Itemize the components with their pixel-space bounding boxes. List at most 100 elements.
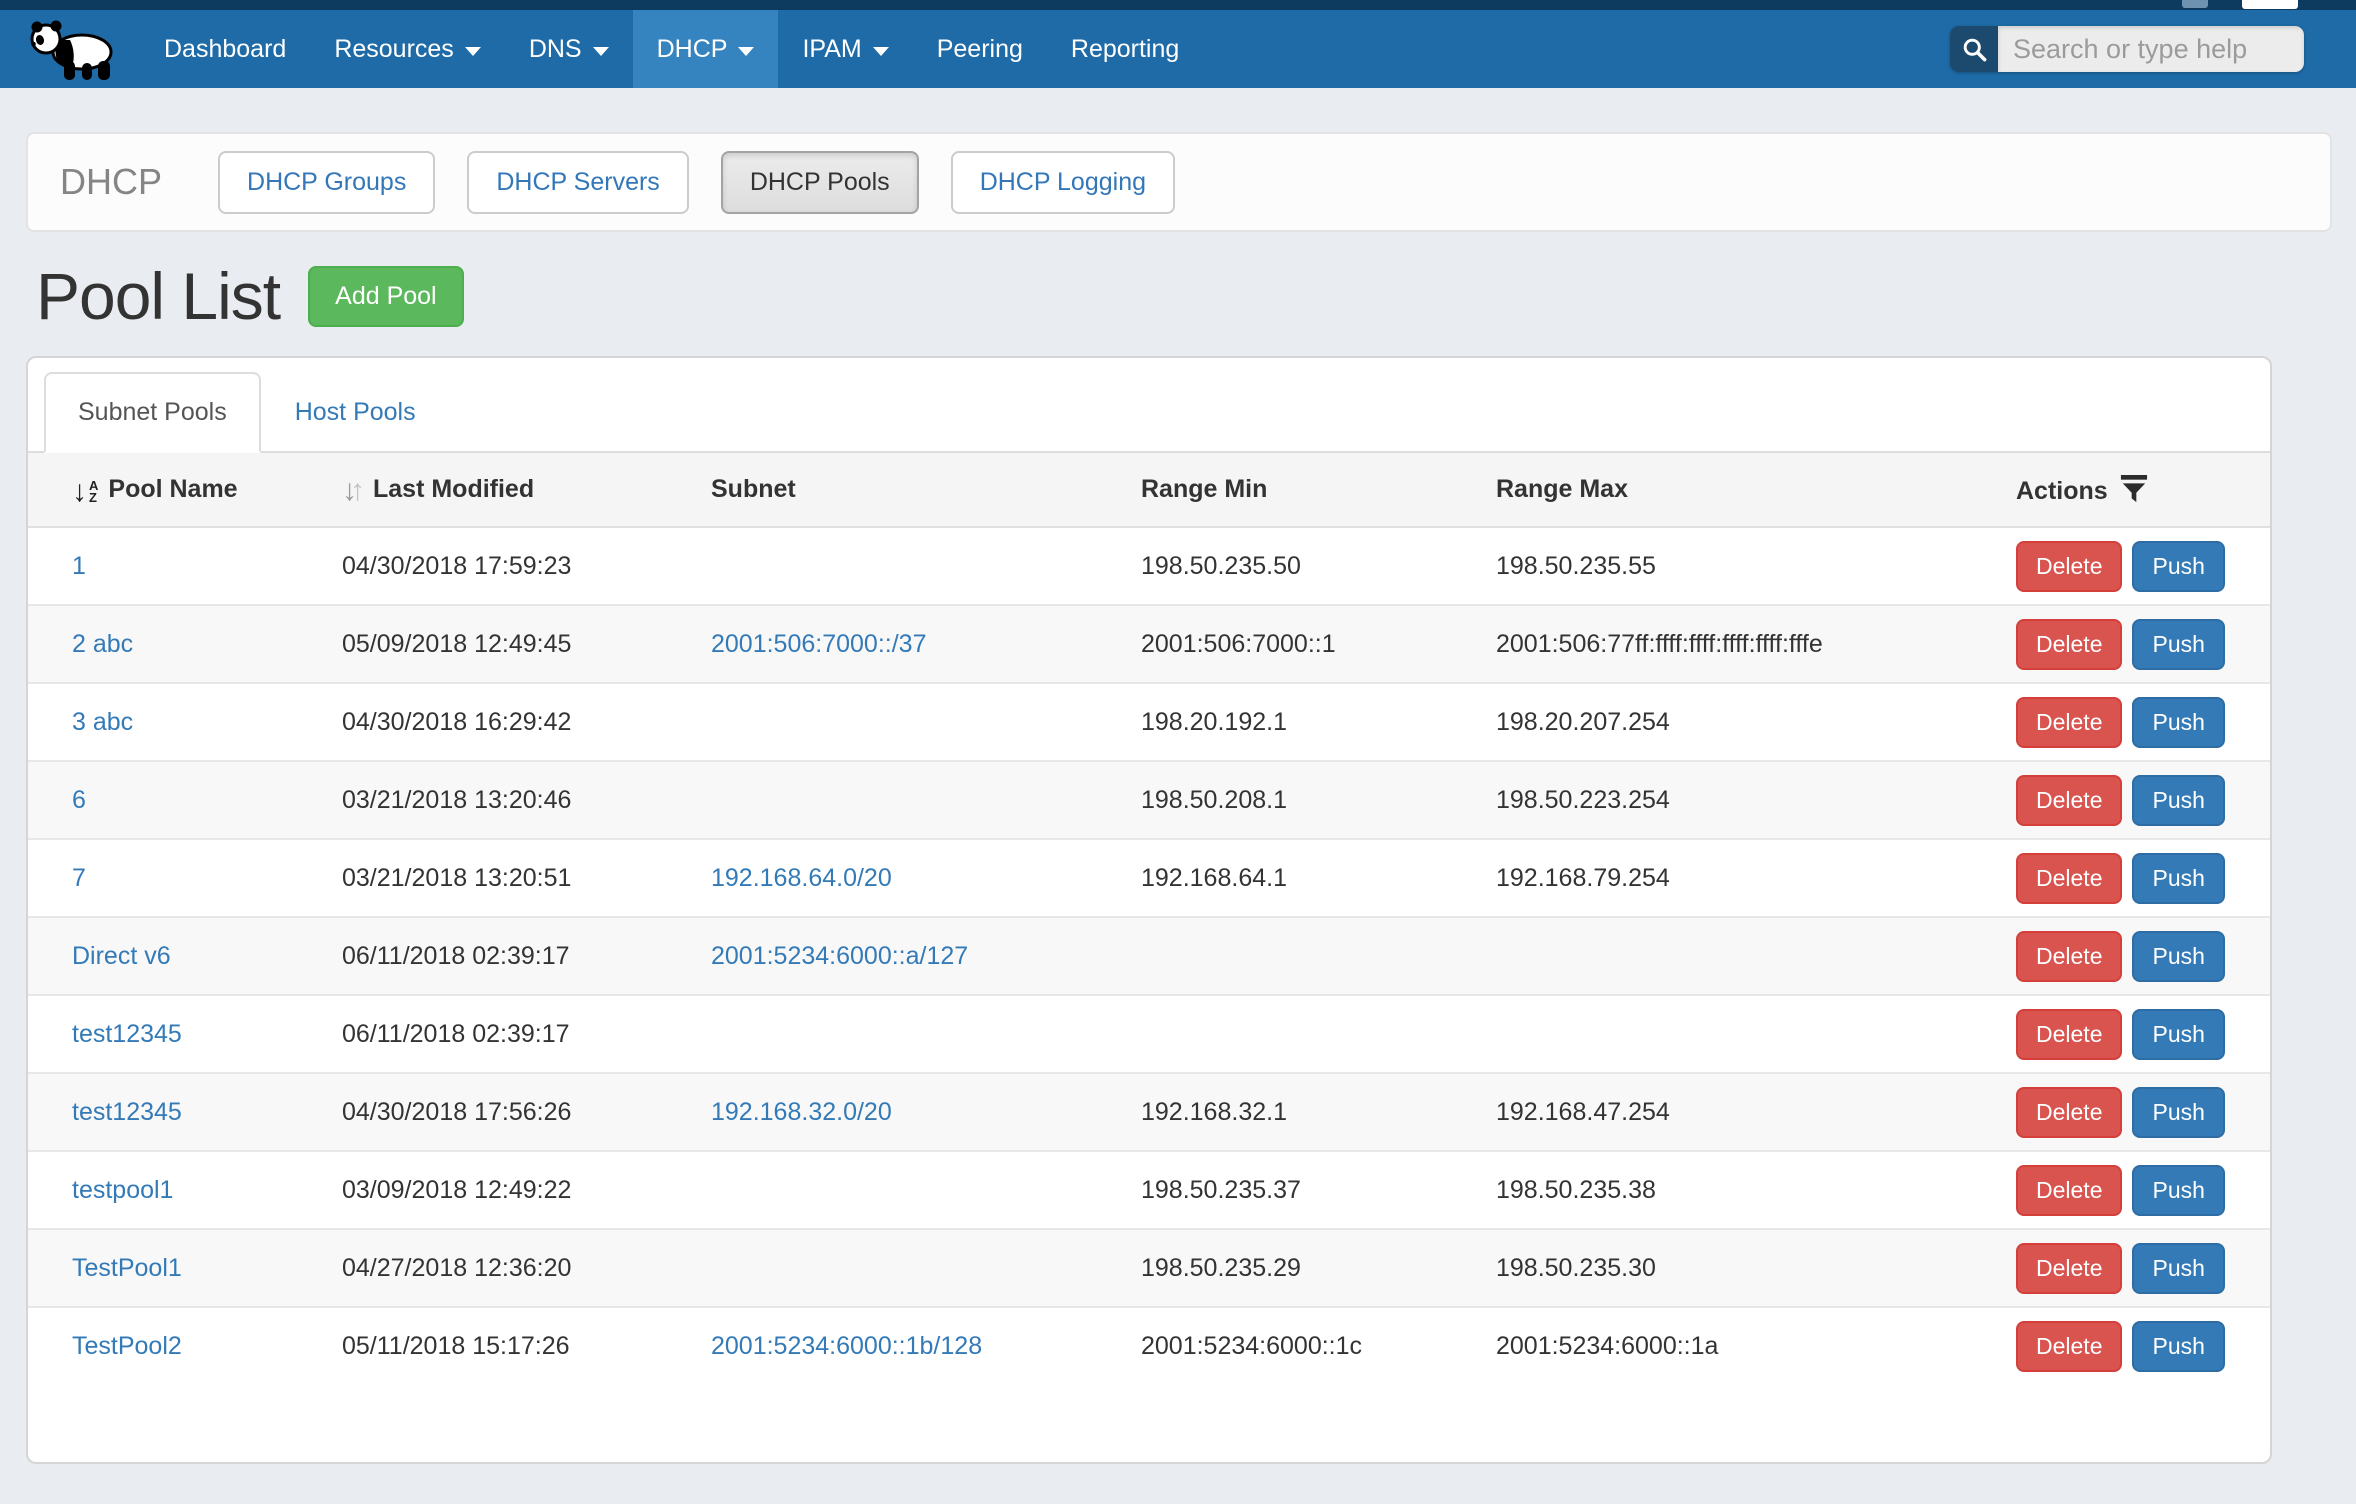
pool-name-cell: 7 [28,839,342,917]
pool-name-link[interactable]: 6 [72,786,86,814]
push-button[interactable]: Push [2132,853,2224,904]
last-modified-cell: 04/27/2018 12:36:20 [342,1229,711,1307]
pool-name-link[interactable]: 1 [72,552,86,580]
delete-button[interactable]: Delete [2016,697,2122,748]
page-title: Pool List [36,262,280,330]
range-max-cell: 192.168.47.254 [1496,1073,2016,1151]
subnet-link[interactable]: 2001:506:7000::/37 [711,630,926,658]
header-range-max: Range Max [1496,453,2016,527]
push-button[interactable]: Push [2132,1009,2224,1060]
table-row: Direct v6 06/11/2018 02:39:172001:5234:60… [28,917,2270,995]
caret-down-icon [593,47,609,56]
search-input[interactable] [1998,26,2304,72]
delete-button[interactable]: Delete [2016,541,2122,592]
last-modified-cell: 03/21/2018 13:20:46 [342,761,711,839]
sort-alpha-asc-icon[interactable]: ↓AZ [72,479,98,505]
subnet-link[interactable]: 2001:5234:6000::1b/128 [711,1332,982,1360]
pool-name-cell: Direct v6 [28,917,342,995]
range-min-cell: 198.50.235.50 [1141,527,1496,605]
actions-cell: DeletePush [2016,917,2270,995]
toolbar-button-dhcp-servers[interactable]: DHCP Servers [467,151,688,214]
add-pool-button[interactable]: Add Pool [308,266,463,327]
push-button[interactable]: Push [2132,1321,2224,1372]
header-label: Range Min [1141,475,1267,503]
range-min-cell: 192.168.64.1 [1141,839,1496,917]
delete-button[interactable]: Delete [2016,853,2122,904]
subnet-link[interactable]: 192.168.64.0/20 [711,864,892,892]
actions-cell: DeletePush [2016,839,2270,917]
table-row: 3 abc04/30/2018 16:29:42198.20.192.1198.… [28,683,2270,761]
sort-icon[interactable]: ↓↑ [342,478,365,504]
range-min-cell: 2001:5234:6000::1c [1141,1307,1496,1385]
pool-name-link[interactable]: 3 abc [72,708,133,736]
header-last-modified[interactable]: ↓↑Last Modified [342,453,711,527]
pool-list-panel: Subnet PoolsHost Pools ↓AZPool Name ↓↑La… [26,356,2272,1464]
push-button[interactable]: Push [2132,541,2224,592]
pool-name-link[interactable]: Direct v6 [72,942,171,970]
delete-button[interactable]: Delete [2016,931,2122,982]
subnet-link[interactable]: 2001:5234:6000::a/127 [711,942,968,970]
toolbar-button-dhcp-logging[interactable]: DHCP Logging [951,151,1175,214]
range-min-cell: 198.50.235.37 [1141,1151,1496,1229]
header-label: Range Max [1496,475,1628,503]
pool-name-link[interactable]: TestPool2 [72,1332,182,1360]
pool-name-link[interactable]: 2 abc [72,630,133,658]
app-logo[interactable] [0,10,140,88]
nav-item-dhcp[interactable]: DHCP [633,10,779,88]
delete-button[interactable]: Delete [2016,1243,2122,1294]
header-subnet: Subnet [711,453,1141,527]
header-pool-name[interactable]: ↓AZPool Name [28,453,342,527]
push-button[interactable]: Push [2132,697,2224,748]
actions-cell: DeletePush [2016,1073,2270,1151]
page-head: Pool List Add Pool [36,262,2356,330]
tab-subnet-pools[interactable]: Subnet Pools [44,372,261,453]
nav-item-dns[interactable]: DNS [505,10,633,88]
pool-name-link[interactable]: test12345 [72,1020,182,1048]
push-button[interactable]: Push [2132,931,2224,982]
table-row: 2 abc05/09/2018 12:49:452001:506:7000::/… [28,605,2270,683]
pool-name-link[interactable]: test12345 [72,1098,182,1126]
pool-name-link[interactable]: TestPool1 [72,1254,182,1282]
nav-item-label: DHCP [657,35,728,64]
push-button[interactable]: Push [2132,1165,2224,1216]
pool-name-link[interactable]: testpool1 [72,1176,173,1204]
pool-name-cell: testpool1 [28,1151,342,1229]
subnet-cell [711,761,1141,839]
tab-host-pools[interactable]: Host Pools [261,372,450,453]
actions-cell: DeletePush [2016,683,2270,761]
push-button[interactable]: Push [2132,1087,2224,1138]
pool-name-cell: 6 [28,761,342,839]
table-row: test1234506/11/2018 02:39:17DeletePush [28,995,2270,1073]
subnet-link[interactable]: 192.168.32.0/20 [711,1098,892,1126]
search-button[interactable] [1950,26,1998,72]
nav-item-label: Peering [937,35,1023,64]
nav-item-dashboard[interactable]: Dashboard [140,10,310,88]
nav-item-ipam[interactable]: IPAM [778,10,912,88]
nav-item-reporting[interactable]: Reporting [1047,10,1203,88]
range-min-cell: 198.20.192.1 [1141,683,1496,761]
nav-item-peering[interactable]: Peering [913,10,1047,88]
push-button[interactable]: Push [2132,619,2224,670]
range-max-cell: 2001:506:77ff:ffff:ffff:ffff:ffff:fffe [1496,605,2016,683]
nav-item-label: DNS [529,35,582,64]
navbar: Dashboard Resources DNS DHCP IPAM Peering Repo… [0,10,2356,88]
last-modified-cell: 06/11/2018 02:39:17 [342,917,711,995]
delete-button[interactable]: Delete [2016,1087,2122,1138]
nav-item-resources[interactable]: Resources [310,10,505,88]
nav-item-label: Resources [334,35,454,64]
toolbar-button-dhcp-pools[interactable]: DHCP Pools [721,151,919,214]
table-row: testpool103/09/2018 12:49:22198.50.235.3… [28,1151,2270,1229]
delete-button[interactable]: Delete [2016,619,2122,670]
push-button[interactable]: Push [2132,1243,2224,1294]
panda-logo-icon [24,17,126,81]
pool-name-link[interactable]: 7 [72,864,86,892]
delete-button[interactable]: Delete [2016,1165,2122,1216]
push-button[interactable]: Push [2132,775,2224,826]
delete-button[interactable]: Delete [2016,1009,2122,1060]
table-row: 104/30/2018 17:59:23198.50.235.50198.50.… [28,527,2270,605]
delete-button[interactable]: Delete [2016,1321,2122,1372]
subnet-cell: 192.168.32.0/20 [711,1073,1141,1151]
toolbar-button-dhcp-groups[interactable]: DHCP Groups [218,151,435,214]
delete-button[interactable]: Delete [2016,775,2122,826]
filter-icon[interactable] [2120,474,2148,504]
